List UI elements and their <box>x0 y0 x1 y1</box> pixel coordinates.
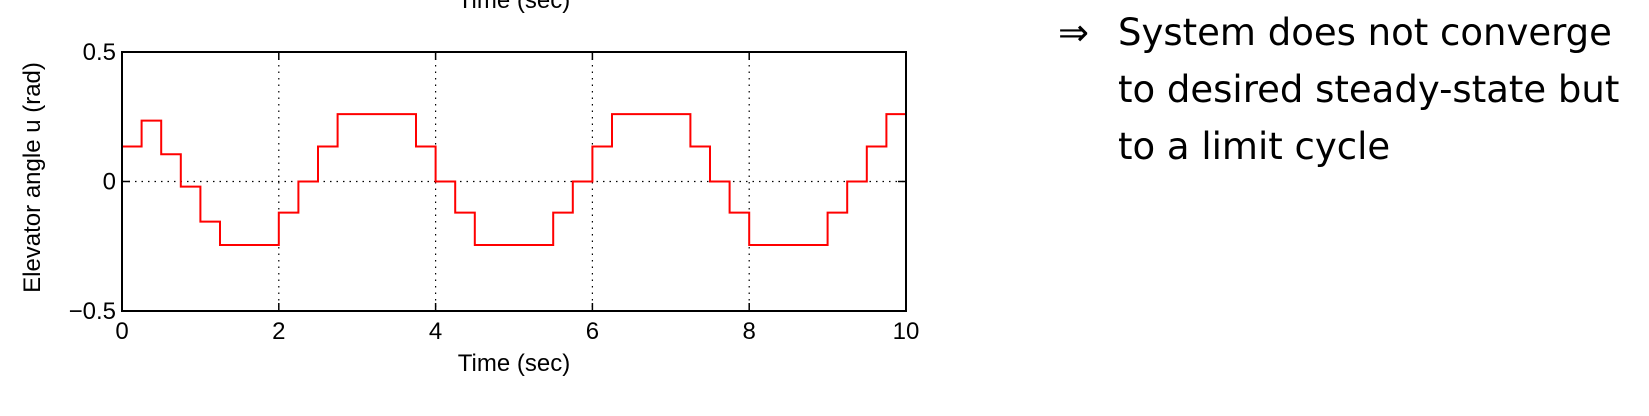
y-tick-label: 0 <box>103 169 116 196</box>
x-tick-label: 8 <box>743 318 756 345</box>
grid-lines <box>122 52 906 311</box>
tick-labels: 0 2 4 6 8 10−0.500.5 <box>69 39 920 345</box>
implies-arrow: ⇒ <box>1058 11 1090 54</box>
conclusion-note: System does not converge to desired stea… <box>1118 11 1620 168</box>
x-tick-label: 6 <box>586 318 599 345</box>
elevator-angle-chart: 0 2 4 6 8 10−0.500.5 Time (sec) Time (sec) El… <box>19 0 920 377</box>
top-cut-axis-label: Time (sec) <box>458 0 570 14</box>
y-tick-label: −0.5 <box>69 298 116 325</box>
x-tick-label: 0 <box>115 318 128 345</box>
tick-marks <box>121 51 907 312</box>
series-line <box>122 113 906 246</box>
series-layer <box>122 113 906 246</box>
y-axis-label: Elevator angle u (rad) <box>19 62 46 293</box>
x-tick-label: 4 <box>429 318 442 345</box>
y-tick-label: 0.5 <box>83 39 116 66</box>
x-axis-label: Time (sec) <box>458 350 570 377</box>
x-tick-label: 2 <box>272 318 285 345</box>
x-tick-label: 10 <box>893 318 920 345</box>
